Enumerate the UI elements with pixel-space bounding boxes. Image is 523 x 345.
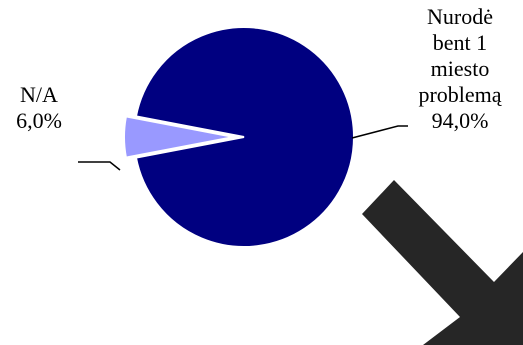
pie-slices (123, 26, 355, 248)
slice-label-na-value: 6,0% (16, 108, 62, 133)
leader-line-main (351, 125, 408, 139)
pie-slice-na (123, 115, 235, 159)
slice-label-main-line-2: bent 1 (432, 30, 488, 55)
slice-label-main: Nurodė bent 1 miesto problemą 94,0% (400, 4, 520, 134)
slice-label-na: N/A 6,0% (0, 82, 78, 134)
slice-label-main-line-4: problemą (418, 82, 502, 107)
arrow-down-right-icon (362, 180, 523, 345)
slice-label-main-line-3: miesto (430, 56, 490, 81)
arrow-shape (362, 180, 523, 345)
slice-label-main-line-1: Nurodė (427, 4, 493, 29)
leader-lines (78, 125, 408, 171)
leader-line-na (78, 161, 121, 171)
slice-label-main-value: 94,0% (431, 108, 489, 133)
slice-label-na-name: N/A (20, 82, 58, 107)
